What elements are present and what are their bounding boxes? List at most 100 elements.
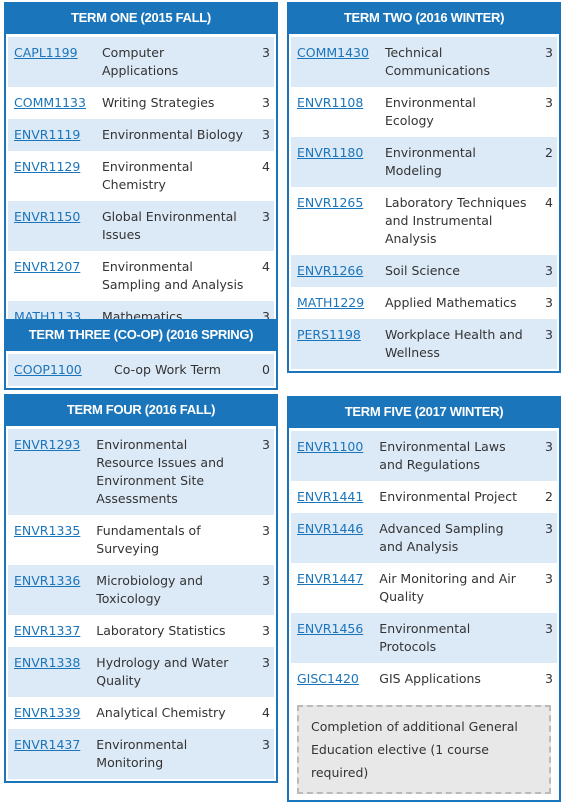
course-row: ENVR1446 Advanced Sampling and Analysis 3 — [291, 513, 557, 563]
course-row: COMM1430 Technical Communications 3 — [291, 37, 557, 87]
term-title: TERM FOUR (2016 FALL) — [4, 394, 278, 426]
course-name: Computer Applications — [95, 37, 250, 87]
code-cell: ENVR1293 — [8, 429, 91, 515]
course-code-link[interactable]: ENVR1456 — [297, 621, 364, 636]
course-table: COOP1100 Co-op Work Term 0 — [8, 354, 274, 386]
term-title: TERM ONE (2015 FALL) — [4, 2, 278, 34]
course-code-link[interactable]: ENVR1108 — [297, 95, 364, 110]
course-code-link[interactable]: ENVR1337 — [14, 623, 81, 638]
course-row: ENVR1207 Environmental Sampling and Analy… — [8, 251, 274, 301]
course-code-link[interactable]: ENVR1446 — [297, 521, 364, 536]
page: TERM ONE (2015 FALL) CAPL1199 Computer App… — [4, 2, 561, 802]
course-table: CAPL1199 Computer Applications 3 COMM1133 Wr… — [8, 37, 274, 333]
course-credits: 0 — [250, 354, 274, 386]
course-credits: 3 — [533, 613, 557, 663]
course-table: ENVR1293 Environmental Resource Issues an… — [8, 429, 274, 779]
code-cell: ENVR1207 — [8, 251, 96, 301]
course-name: Applied Mathematics — [384, 295, 517, 310]
term-body: ENVR1293 Environmental Resource Issues an… — [6, 426, 276, 781]
course-credits: 3 — [262, 623, 270, 638]
course-name: Hydrology and Water Quality — [90, 647, 250, 697]
term-title: TERM FIVE (2017 WINTER) — [287, 396, 561, 428]
course-name: Co-op Work Term — [108, 354, 250, 386]
course-credits: 4 — [545, 195, 553, 210]
course-name: Technical Communications — [378, 37, 533, 87]
course-code-link[interactable]: ENVR1336 — [14, 573, 81, 588]
course-name: Air Monitoring and Air Quality — [379, 571, 516, 604]
course-name: Environmental Sampling and Analysis — [101, 259, 244, 292]
course-code-link[interactable]: MATH1229 — [297, 295, 365, 310]
course-credits: 3 — [545, 95, 553, 110]
course-credits: 2 — [545, 489, 553, 504]
course-code-link[interactable]: ENVR1129 — [14, 159, 81, 174]
course-row: ENVR1337 Laboratory Statistics 3 — [8, 615, 274, 647]
course-code-link[interactable]: ENVR1119 — [14, 127, 81, 142]
course-row: ENVR1129 Environmental Chemistry 4 — [8, 151, 274, 201]
course-code-link[interactable]: ENVR1339 — [14, 705, 81, 720]
code-cell: ENVR1336 — [8, 565, 91, 615]
course-name: Microbiology and Toxicology — [90, 565, 250, 615]
code-cell: ENVR1339 — [8, 697, 90, 729]
course-row: ENVR1335 Fundamentals of Surveying 3 — [8, 515, 274, 565]
course-code-link[interactable]: ENVR1293 — [14, 437, 81, 452]
course-code-link[interactable]: ENVR1266 — [297, 263, 364, 278]
course-name: Environmental Project — [379, 489, 517, 504]
course-code-link[interactable]: ENVR1100 — [297, 439, 364, 454]
course-credits: 3 — [533, 319, 557, 369]
code-cell: ENVR1335 — [8, 515, 90, 565]
course-name: Environmental Modeling — [378, 137, 533, 187]
course-credits: 3 — [250, 647, 274, 697]
course-code-link[interactable]: ENVR1207 — [14, 259, 81, 274]
course-name: Environmental Chemistry — [101, 159, 193, 192]
course-row: COMM1133 Writing Strategies 3 — [8, 87, 274, 119]
course-row: ENVR1265 Laboratory Techniques and Instru… — [291, 187, 557, 255]
code-cell: ENVR1437 — [8, 729, 91, 779]
course-code-link[interactable]: GISC1420 — [297, 671, 359, 686]
course-credits: 3 — [250, 565, 274, 615]
course-credits: 3 — [533, 513, 557, 563]
course-row: PERS1198 Workplace Health and Wellness 3 — [291, 319, 557, 369]
course-code-link[interactable]: COMM1133 — [14, 95, 86, 110]
course-code-link[interactable]: ENVR1150 — [14, 209, 81, 224]
term-body: CAPL1199 Computer Applications 3 COMM1133 Wr… — [6, 34, 276, 335]
course-row: ENVR1293 Environmental Resource Issues an… — [8, 429, 274, 515]
course-row: MATH1229 Applied Mathematics 3 — [291, 287, 557, 319]
course-code-link[interactable]: ENVR1265 — [297, 195, 364, 210]
course-credits: 3 — [250, 201, 274, 251]
course-credits: 4 — [262, 159, 270, 174]
code-cell: ENVR1337 — [8, 615, 90, 647]
term-title: TERM TWO (2016 WINTER) — [287, 2, 561, 34]
course-credits: 3 — [262, 95, 270, 110]
course-name: Laboratory Techniques and Instrumental A… — [384, 195, 527, 246]
code-cell: ENVR1266 — [291, 255, 379, 287]
course-code-link[interactable]: ENVR1338 — [14, 655, 81, 670]
course-code-link[interactable]: ENVR1180 — [297, 145, 364, 160]
code-cell: ENVR1119 — [8, 119, 96, 151]
course-row: ENVR1339 Analytical Chemistry 4 — [8, 697, 274, 729]
term-box: TERM THREE (CO-OP) (2016 SPRING) COOP1100… — [4, 319, 278, 390]
course-credits: 2 — [533, 137, 557, 187]
code-cell: ENVR1150 — [8, 201, 96, 251]
course-code-link[interactable]: CAPL1199 — [14, 45, 78, 60]
course-code-link[interactable]: COMM1430 — [297, 45, 369, 60]
course-credits: 3 — [533, 431, 557, 481]
code-cell: ENVR1265 — [291, 187, 379, 255]
course-code-link[interactable]: ENVR1441 — [297, 489, 364, 504]
course-code-link[interactable]: ENVR1335 — [14, 523, 81, 538]
course-name: Workplace Health and Wellness — [378, 319, 533, 369]
term-title: TERM THREE (CO-OP) (2016 SPRING) — [4, 319, 278, 351]
code-cell: ENVR1447 — [291, 563, 373, 613]
term-body: ENVR1100 Environmental Laws and Regulatio… — [289, 428, 559, 800]
course-name: Writing Strategies — [101, 95, 215, 110]
course-row: ENVR1108 Environmental Ecology 3 — [291, 87, 557, 137]
code-cell: ENVR1180 — [291, 137, 379, 187]
course-code-link[interactable]: COOP1100 — [14, 362, 82, 377]
course-code-link[interactable]: PERS1198 — [297, 327, 361, 342]
code-cell: ENVR1456 — [291, 613, 374, 663]
course-code-link[interactable]: ENVR1447 — [297, 571, 364, 586]
course-credits: 3 — [533, 37, 557, 87]
course-credits: 3 — [250, 119, 274, 151]
course-code-link[interactable]: ENVR1437 — [14, 737, 81, 752]
course-credits: 3 — [545, 571, 553, 586]
code-cell: PERS1198 — [291, 319, 379, 369]
